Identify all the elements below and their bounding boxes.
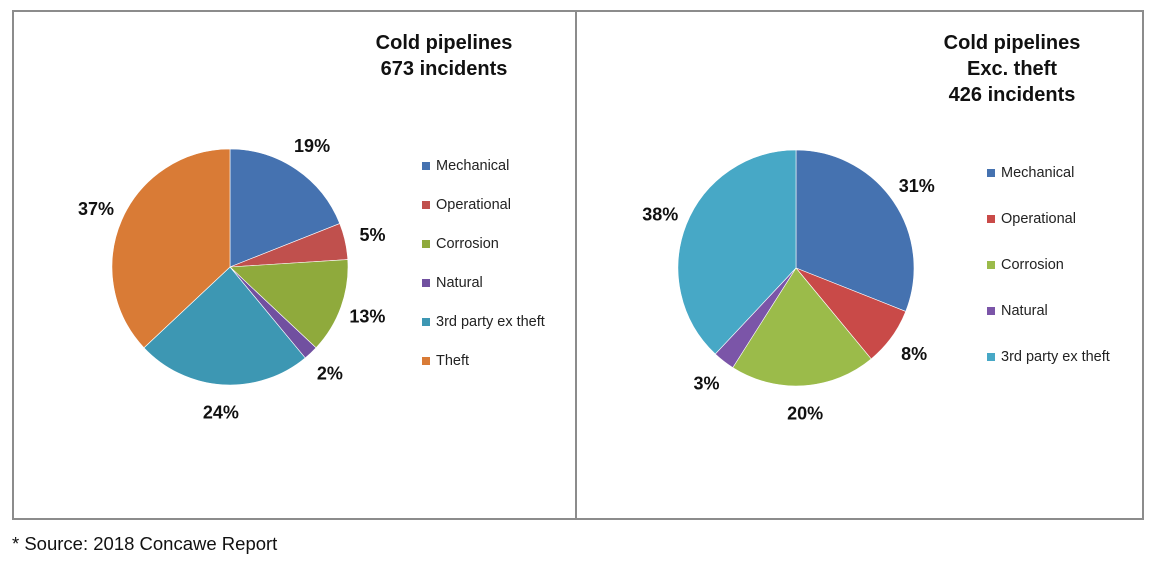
legend-item: Operational	[987, 196, 1110, 242]
legend-swatch	[422, 278, 430, 287]
source-note: * Source: 2018 Concawe Report	[12, 533, 278, 554]
legend-label: Corrosion	[1001, 257, 1064, 273]
legend-label: 3rd party ex theft	[436, 313, 545, 330]
data-label: 8%	[901, 344, 927, 364]
legend-item: 3rd party ex theft	[987, 334, 1110, 380]
pie-slice-mechanical	[229, 148, 341, 268]
data-label: 31%	[899, 176, 935, 196]
chart-title: Cold pipelines 673 incidents	[314, 30, 574, 82]
data-label: 3%	[694, 373, 720, 393]
legend-swatch	[987, 261, 995, 269]
legend-swatch	[987, 215, 995, 223]
chart-title-line-2: Exc. theft	[966, 58, 1058, 80]
legend-label: 3rd party ex theft	[1001, 349, 1110, 365]
data-label: 19%	[294, 136, 330, 156]
chart-title-line: Cold pipelines	[943, 32, 1081, 54]
legend-swatch	[422, 317, 430, 326]
pie-chart: 31% 8% 20% 3% 38%	[642, 149, 935, 424]
data-label: 2%	[317, 363, 343, 383]
pie-slice-corrosion	[732, 267, 872, 387]
legend-label: Theft	[436, 352, 470, 369]
legend-item: Corrosion	[422, 224, 545, 263]
pie-slice-3rd-party-ex-theft	[143, 266, 306, 386]
data-label: 38%	[642, 204, 678, 224]
chart-panel-exc-theft: Cold pipelines Exc. theft 426 incidents …	[577, 12, 1142, 518]
legend-item: Corrosion	[987, 242, 1110, 288]
legend-label: Operational	[1001, 211, 1076, 227]
chart-title-line: Cold pipelines	[375, 32, 513, 54]
legend-item: Mechanical	[422, 146, 545, 185]
pie-slice-mechanical	[795, 149, 915, 312]
legend-swatch	[987, 169, 995, 177]
legend-label: Corrosion	[436, 235, 499, 252]
chart-frame	[12, 10, 1144, 520]
chart-subtitle: 426 incidents	[948, 84, 1076, 106]
legend-label: Mechanical	[436, 157, 510, 174]
legend-label: Natural	[436, 274, 483, 291]
data-label: 37%	[78, 199, 114, 219]
pie-chart: 19% 5% 13% 2% 24% 37%	[78, 136, 385, 423]
legend-label: Natural	[1001, 303, 1048, 319]
legend: Mechanical Operational Corrosion Natural 3rd…	[422, 146, 545, 380]
data-label: 24%	[203, 403, 239, 423]
data-label: 13%	[349, 306, 385, 326]
pie-slice-corrosion	[229, 259, 349, 349]
legend-swatch	[422, 239, 430, 248]
chart-title: Cold pipelines Exc. theft 426 incidents	[877, 30, 1147, 108]
legend-item: Natural	[422, 263, 545, 302]
legend-label: Mechanical	[1001, 165, 1075, 181]
panel-divider	[575, 10, 577, 520]
pie-slice-theft	[111, 148, 231, 349]
legend-item: Operational	[422, 185, 545, 224]
chart-panel-all: Cold pipelines 673 incidents 19% 5% 13% 2% 2…	[14, 12, 575, 518]
legend-swatch	[422, 161, 430, 170]
chart-subtitle: 673 incidents	[380, 58, 508, 80]
legend-item: 3rd party ex theft	[422, 302, 545, 341]
data-label: 5%	[359, 225, 385, 245]
legend-item: Mechanical	[987, 150, 1110, 196]
legend-swatch	[422, 200, 430, 209]
legend-item: Theft	[422, 341, 545, 380]
legend-swatch	[422, 356, 430, 365]
legend-swatch	[987, 353, 995, 361]
legend-item: Natural	[987, 288, 1110, 334]
pie-slice-3rd-party-ex-theft	[677, 149, 797, 355]
legend-swatch	[987, 307, 995, 315]
legend: Mechanical Operational Corrosion Natural 3rd…	[987, 150, 1110, 380]
data-label: 20%	[787, 404, 823, 424]
legend-label: Operational	[436, 196, 511, 213]
